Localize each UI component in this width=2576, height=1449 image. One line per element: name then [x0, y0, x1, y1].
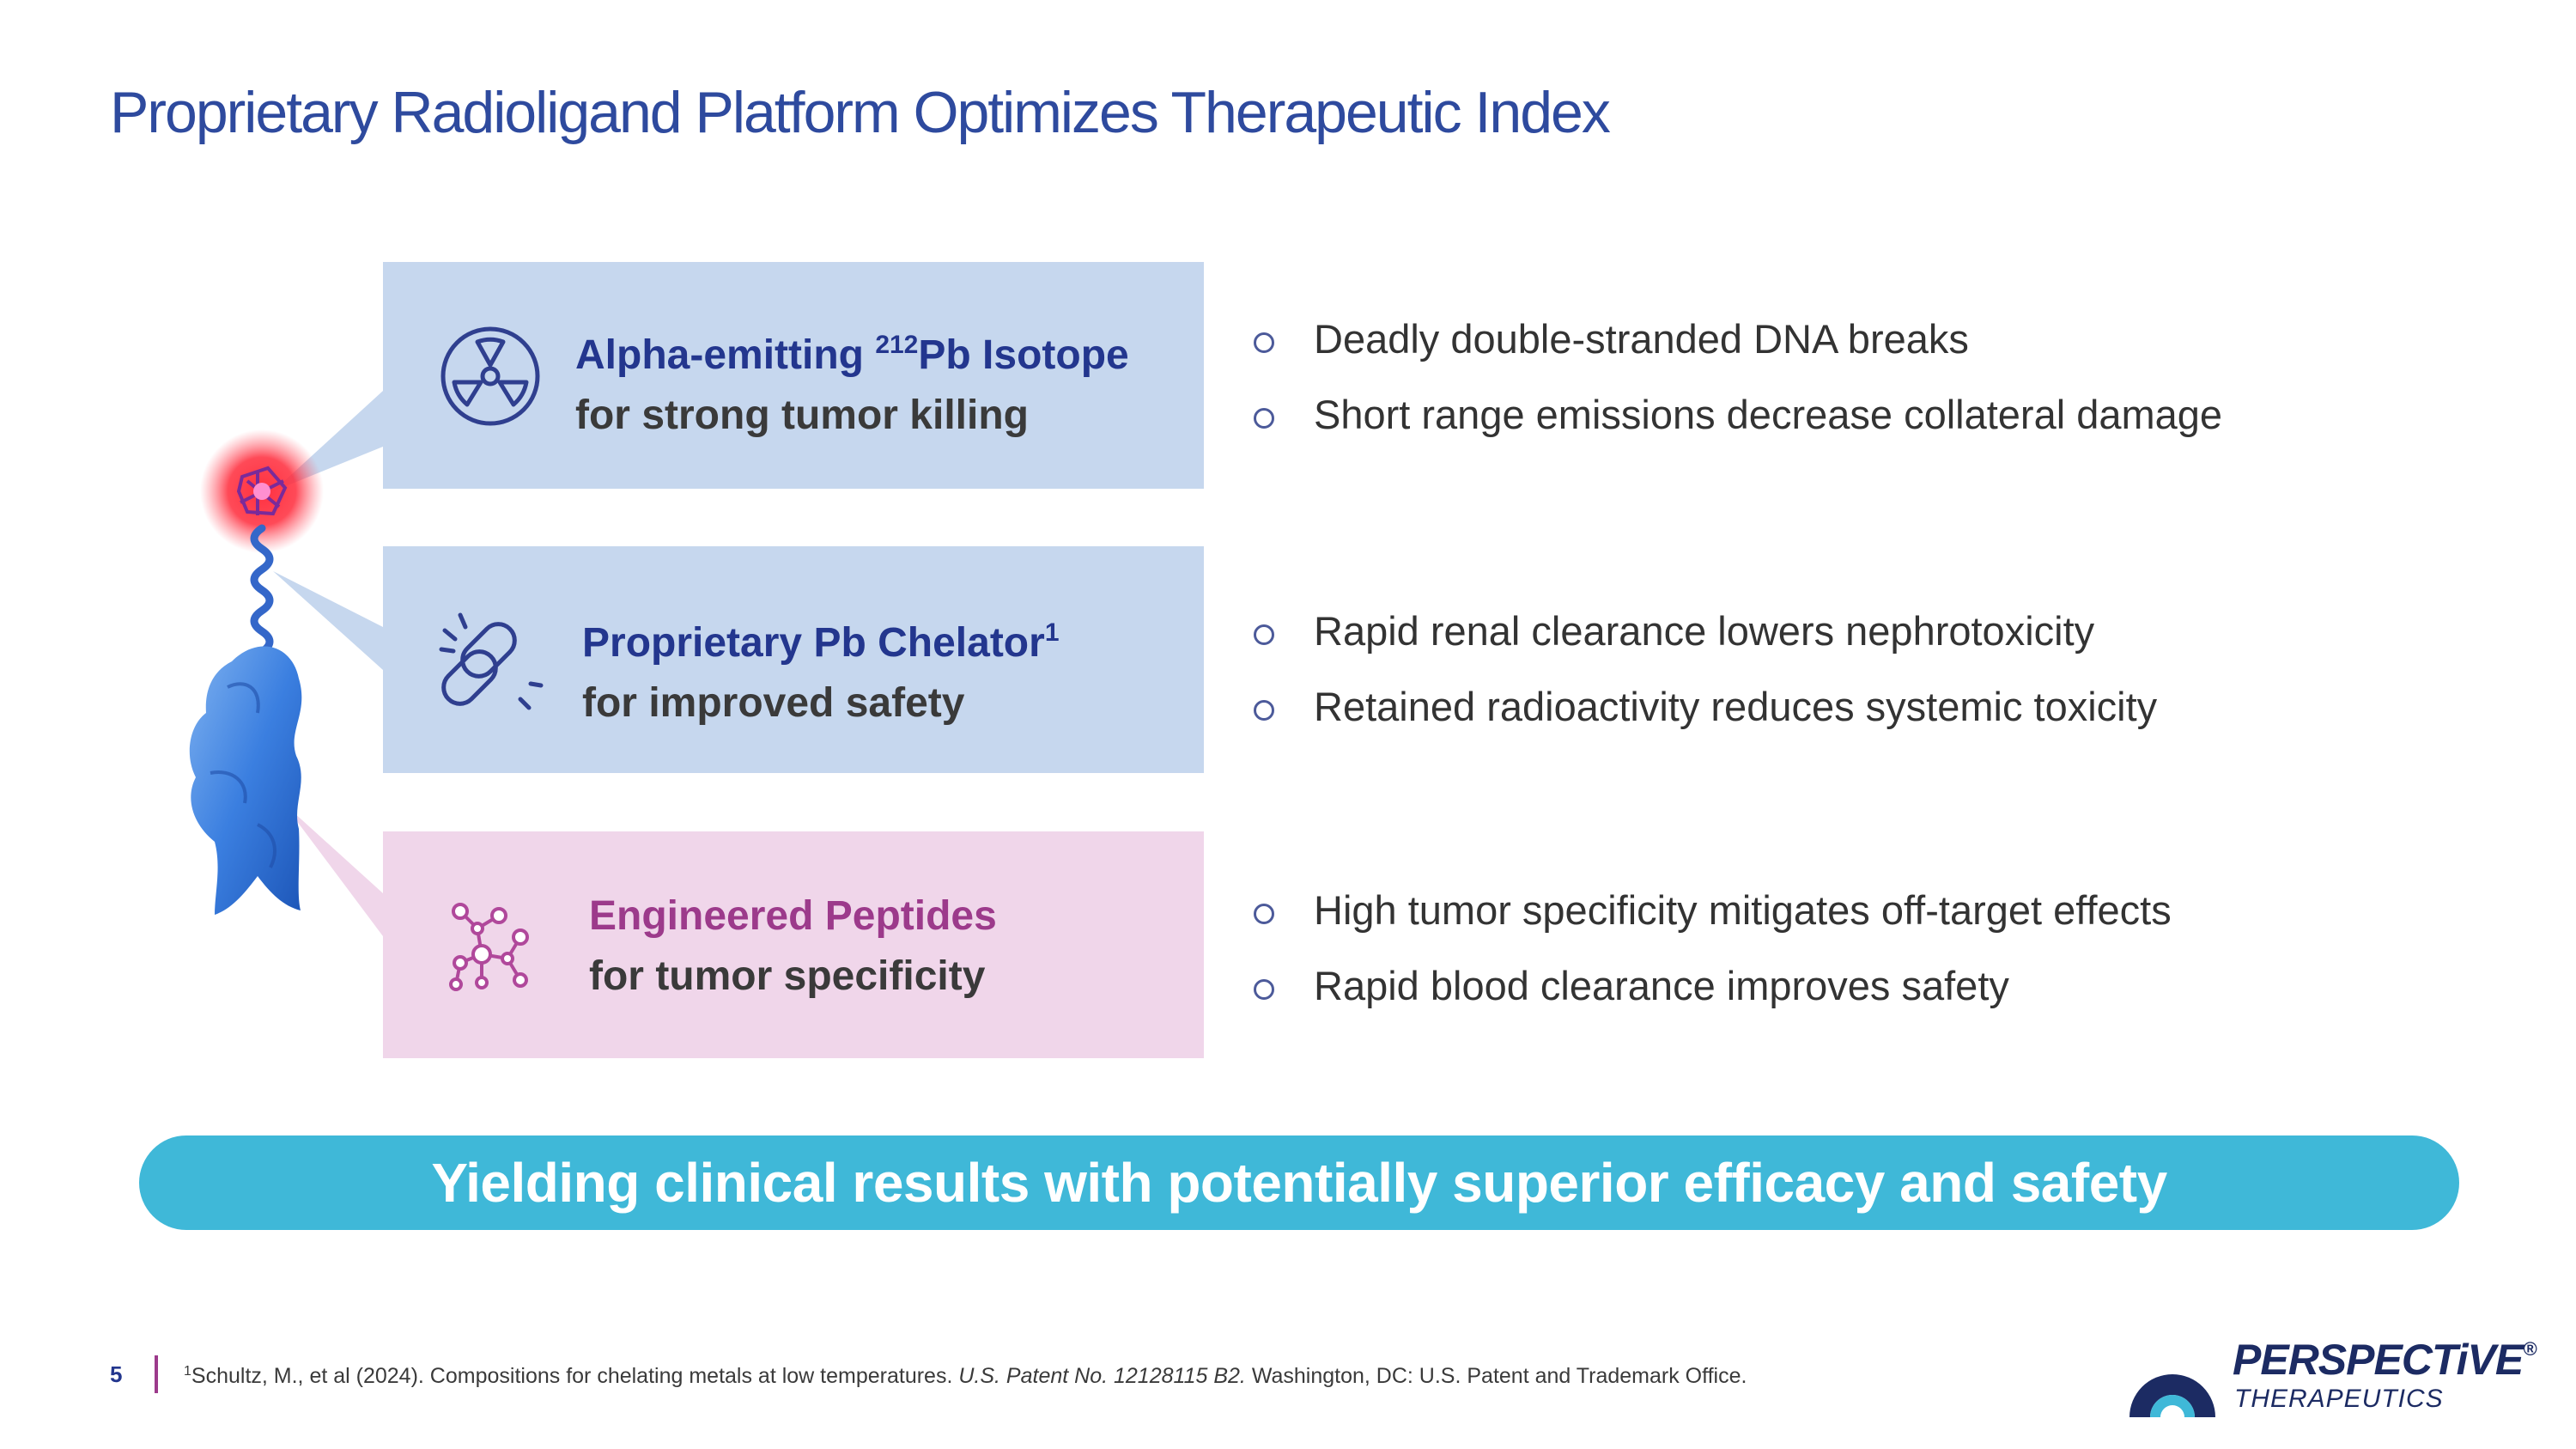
molecule-icon	[449, 903, 529, 991]
bullet-circle-icon	[1254, 904, 1274, 924]
feature-heading: Alpha-emitting 212Pb Isotope	[575, 331, 1129, 378]
feature-subline: for strong tumor killing	[575, 393, 1029, 438]
feature-text: Alpha-emitting 212Pb Isotope for strong …	[575, 315, 1129, 446]
bullet-list-peptides: High tumor specificity mitigates off-tar…	[1254, 880, 2172, 1032]
bullet-circle-icon	[1254, 332, 1274, 353]
bullet-circle-icon	[1254, 408, 1274, 429]
footnote: 1Schultz, M., et al (2024). Compositions…	[184, 1364, 1747, 1388]
conclusion-banner: Yielding clinical results with potential…	[139, 1135, 2459, 1230]
banner-text: Yielding clinical results with potential…	[431, 1152, 2167, 1214]
logo-name: PERSPECTiVE®	[2233, 1336, 2537, 1384]
list-item: Retained radioactivity reduces systemic …	[1254, 677, 2157, 752]
feature-text: Engineered Peptides for tumor specificit…	[589, 886, 997, 1007]
connector-chelator	[273, 571, 383, 670]
feature-subline: for tumor specificity	[589, 953, 986, 999]
peptide-protein	[189, 646, 302, 915]
logo-arch-icon	[2129, 1374, 2215, 1417]
radioligand-illustration	[189, 391, 383, 936]
bullet-list-isotope: Deadly double-stranded DNA breaks Short …	[1254, 309, 2222, 460]
footer-divider	[155, 1355, 158, 1393]
feature-text: Proprietary Pb Chelator1 for improved sa…	[582, 603, 1060, 734]
slide-title: Proprietary Radioligand Platform Optimiz…	[110, 80, 1611, 145]
connector-peptide	[283, 803, 383, 936]
list-item: Rapid renal clearance lowers nephrotoxic…	[1254, 601, 2157, 677]
list-item: Rapid blood clearance improves safety	[1254, 956, 2172, 1032]
feature-box-isotope: Alpha-emitting 212Pb Isotope for strong …	[383, 262, 1204, 489]
bullet-circle-icon	[1254, 700, 1274, 721]
company-logo: PERSPECTiVE® THERAPEUTICS	[2112, 1323, 2537, 1426]
feature-box-peptides: Engineered Peptides for tumor specificit…	[383, 831, 1204, 1058]
list-item: Deadly double-stranded DNA breaks	[1254, 309, 2222, 385]
logo-subtitle: THERAPEUTICS	[2234, 1385, 2444, 1413]
list-item: Short range emissions decrease collatera…	[1254, 385, 2222, 460]
bullet-list-chelator: Rapid renal clearance lowers nephrotoxic…	[1254, 601, 2157, 752]
bullet-circle-icon	[1254, 624, 1274, 645]
feature-subline: for improved safety	[582, 680, 965, 726]
chain-link-icon	[439, 612, 544, 710]
feature-heading: Proprietary Pb Chelator1	[582, 618, 1060, 666]
radiation-icon	[440, 326, 540, 426]
feature-box-chelator: Proprietary Pb Chelator1 for improved sa…	[383, 546, 1204, 773]
bullet-circle-icon	[1254, 979, 1274, 1000]
feature-heading: Engineered Peptides	[589, 893, 997, 939]
page-number: 5	[110, 1361, 123, 1387]
list-item: High tumor specificity mitigates off-tar…	[1254, 880, 2172, 956]
